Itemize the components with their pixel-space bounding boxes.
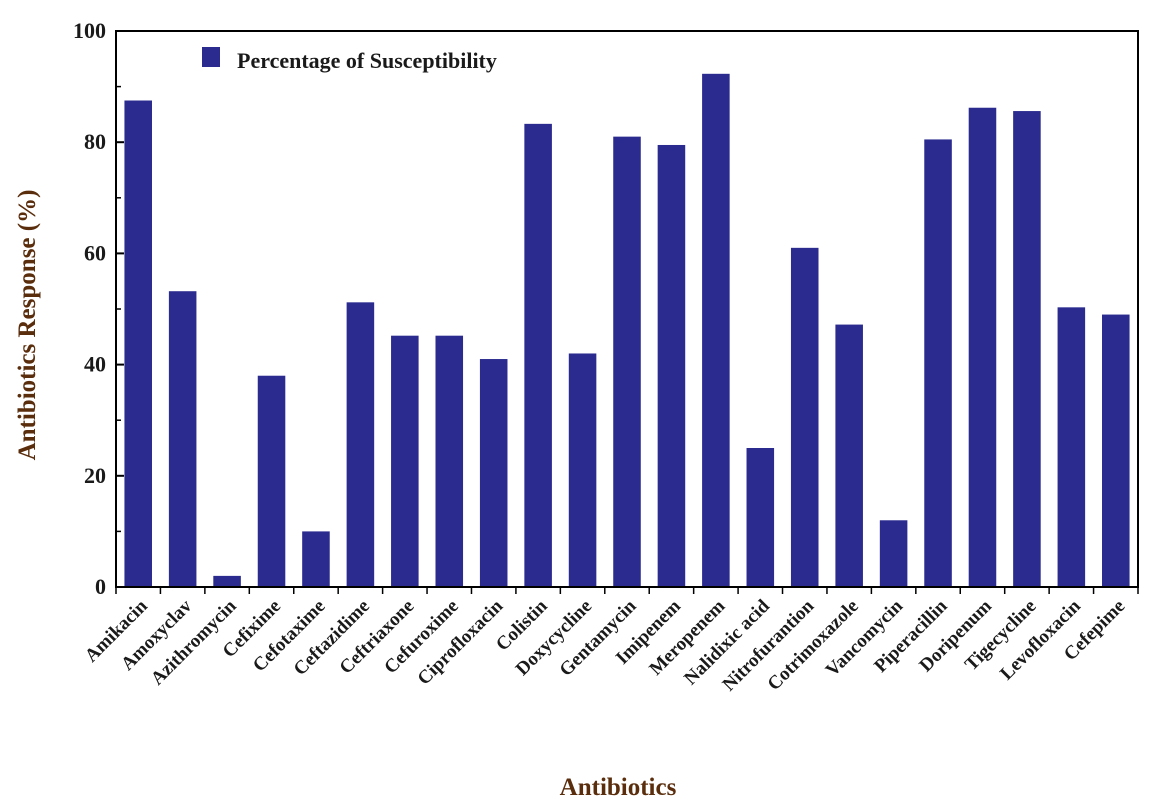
y-tick-label: 60	[84, 240, 106, 265]
bar	[746, 448, 775, 587]
bar	[835, 324, 863, 587]
y-tick-label: 80	[84, 129, 106, 154]
x-axis-title: Antibiotics	[560, 774, 677, 801]
bar	[479, 359, 508, 587]
bars-layer	[124, 73, 1130, 588]
bar	[257, 375, 286, 587]
bar	[124, 100, 152, 587]
bar	[302, 531, 330, 587]
category-labels: AmikacinAmoxyclavAzithromycinCefiximeCef…	[81, 595, 1129, 695]
bar	[613, 136, 641, 587]
bar	[924, 139, 952, 588]
bar	[702, 73, 730, 587]
y-tick-label: 100	[73, 18, 106, 43]
bar	[168, 291, 197, 587]
y-ticks: 0 20 40 60 80 100	[73, 18, 124, 599]
bar	[1102, 314, 1130, 587]
bar	[346, 302, 375, 587]
legend: Percentage of Susceptibility	[202, 47, 497, 73]
bar	[1013, 111, 1041, 587]
bar	[1057, 307, 1086, 587]
legend-swatch	[202, 47, 220, 67]
y-tick-label: 0	[95, 574, 106, 599]
bar	[879, 520, 908, 587]
y-tick-label: 40	[84, 352, 106, 377]
y-tick-label: 20	[84, 463, 106, 488]
bar	[391, 335, 419, 587]
bar	[213, 575, 241, 587]
bar	[657, 144, 686, 588]
bar	[968, 107, 997, 587]
y-axis-title: Antibiotics Response (%)	[14, 190, 41, 461]
bar	[790, 247, 819, 587]
bar	[524, 123, 552, 587]
legend-label: Percentage of Susceptibility	[237, 48, 497, 73]
bar	[568, 353, 597, 587]
x-ticks	[115, 587, 1139, 594]
bar	[435, 335, 464, 587]
